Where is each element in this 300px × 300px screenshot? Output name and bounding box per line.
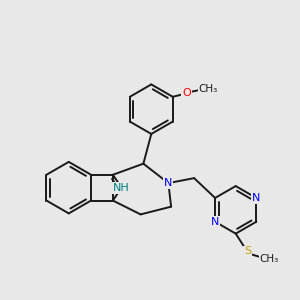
Text: CH₃: CH₃ [260,254,279,264]
Text: N: N [164,178,172,188]
Text: N: N [211,217,219,227]
Text: CH₃: CH₃ [199,84,218,94]
Text: O: O [182,88,191,98]
Text: NH: NH [113,183,130,193]
Text: N: N [252,193,260,203]
Text: S: S [244,247,251,256]
